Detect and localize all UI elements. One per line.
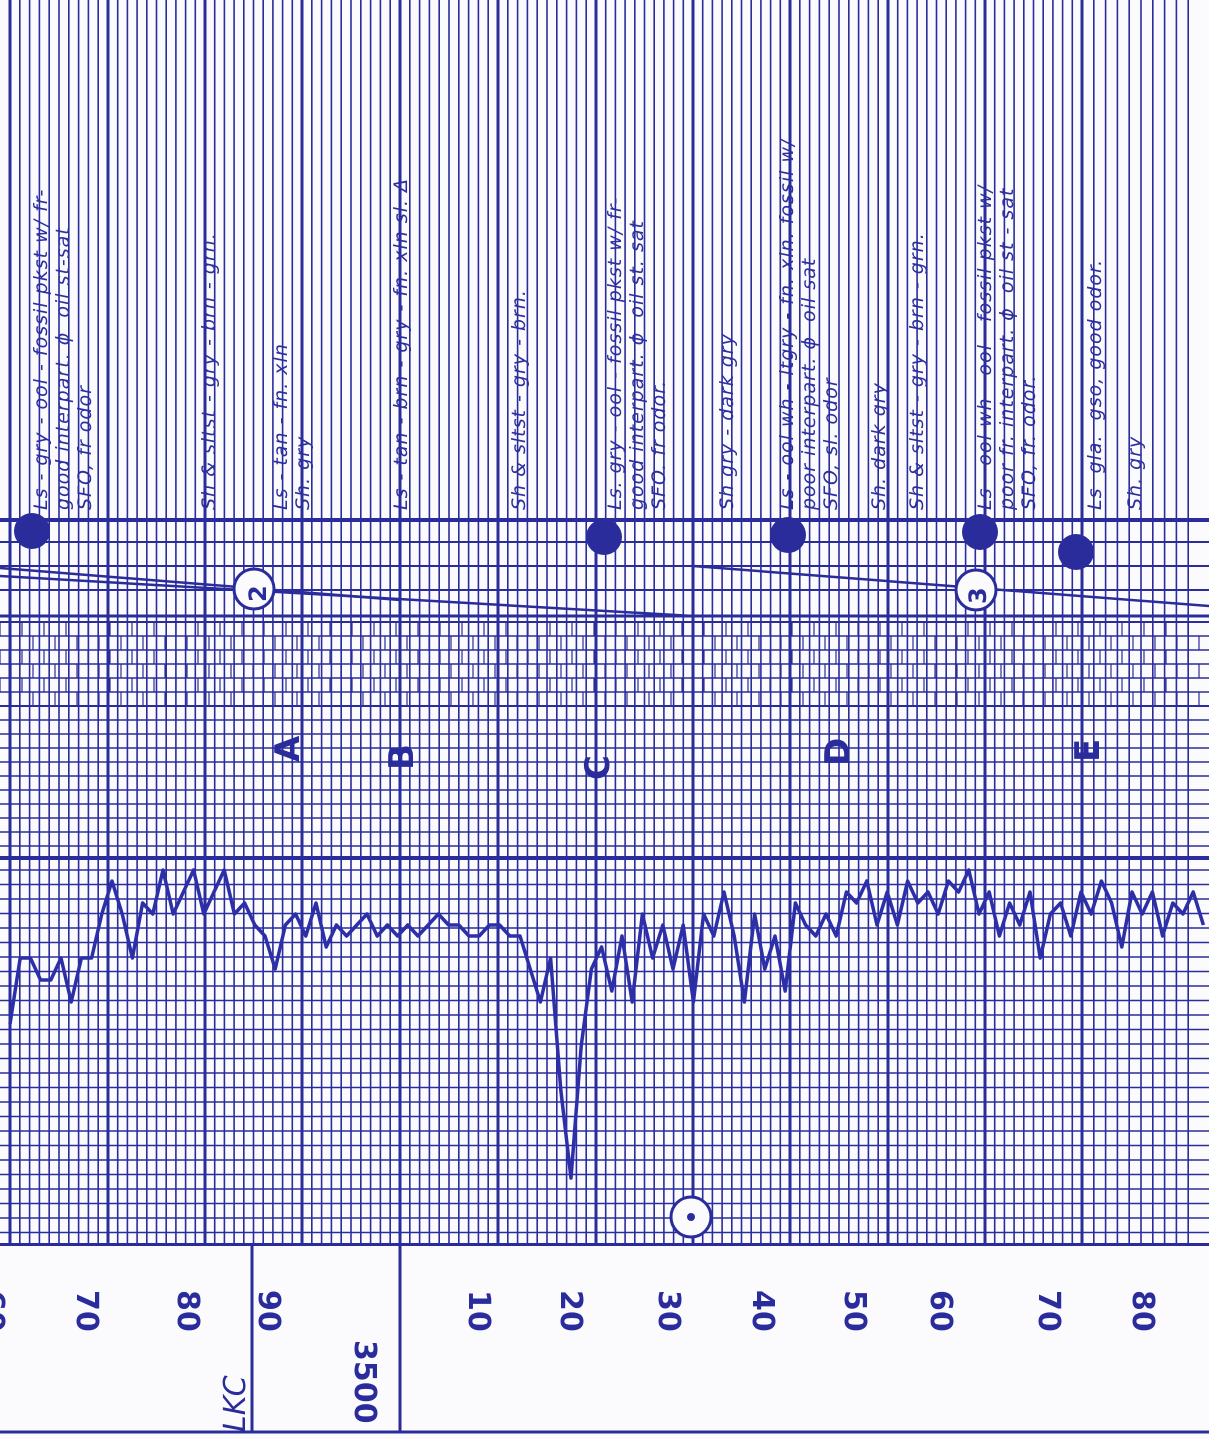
sample-number-3: 3 [964,587,992,604]
lithology-note-line: Sh & sltst - gry - brn. [508,289,530,510]
zone-marker-e: E [1068,738,1108,762]
depth-label: 90 [251,1290,286,1332]
lithology-note-line: SFO, fr. odor. [1018,374,1040,510]
zone-marker-d: D [818,737,858,766]
sample-circle [954,568,998,612]
depth-label: 3500 [347,1340,382,1424]
lithology-note: Sh & sltst - gry - brn. [508,289,530,510]
depth-label: 80 [170,1290,205,1332]
lithology-note-line: good interpart. ɸ oil st-sat [52,226,74,510]
lithology-note-line: Sh gry - dark gry [716,333,738,510]
depth-label: 80 [1125,1290,1160,1332]
lithology-note-line: Ls - tan - brn - gry - fn. xln sl. Δ [390,177,412,510]
lithology-note: Sh & sltst - gry - brn - grn. [906,232,928,510]
lithology-note: Sh gry - dark gry [716,333,738,510]
depth-label: 70 [69,1290,104,1332]
lithology-note: Ls - tan - fn. xln Sh. gry [270,343,314,510]
lithology-note-line: good interpart. ɸ oil st. sat [626,220,648,510]
lithology-note-line: SFO, sl. odor [820,377,842,510]
depth-label: 60 [923,1290,958,1332]
lithology-note-line: Ls - ool wh - ltgry - fn. xln. fossil w/ [776,138,798,510]
show-dot [770,517,806,553]
lithology-note-line: Sh. gry [292,435,314,510]
depth-label: 50 [837,1290,872,1332]
lithology-note: Sh. gry [1124,436,1146,510]
lithology-note: Ls. gry - ool - fossil pkst w/ fr-good i… [604,196,670,510]
lithology-note: Ls - tan - brn - gry - fn. xln sl. Δ [390,178,412,510]
lithology-note-line: SFO, fr odor [74,385,96,510]
lithology-note-line: SFO. fr odor. [648,379,670,510]
lithology-note: Ls gla. gso, good odor. [1084,259,1106,510]
show-dot [1058,534,1094,570]
depth-label: 40 [745,1290,780,1332]
depth-label: 70 [1031,1290,1066,1332]
show-dot [586,519,622,555]
zone-marker-b: B [382,744,422,770]
lithology-note-line: Ls - tan - fn. xln [270,343,292,510]
bottom-marker-dot [687,1213,695,1221]
depth-label: 10 [461,1290,496,1332]
lithology-note: Ls - ool wh - ool - fossil pkst w/poor f… [974,185,1040,510]
lithology-note-line: Sh & sltst - gry - brn - grn. [906,232,928,510]
lithology-note-line: Ls - gry - ool - fossil pkst w/ fr- [30,188,52,510]
gas-log-curve [8,868,1206,1180]
lithology-note-line: Ls. gry - ool - fossil pkst w/ fr- [604,196,626,510]
lithology-note-line: Ls gla. gso, good odor. [1084,258,1106,510]
show-dot [962,514,998,550]
depth-track-background [0,1246,1209,1436]
correlation-line [692,564,1209,608]
depth-label: 20 [553,1290,588,1332]
depth-label: 30 [651,1290,686,1332]
lithology-note-line: Sh. gry [1124,435,1146,510]
lithology-note: Ls - gry - ool - fossil pkst w/ fr-good … [30,189,96,510]
lithology-note-line: Sh & sltst - gry - brn - grn. [198,232,220,510]
zone-marker-a: A [268,735,308,762]
zone-marker-c: C [578,755,618,780]
lithology-note: Sh. dark gry [868,382,890,510]
lithology-note-line: Sh. dark gry [868,382,890,510]
correlation-line [0,574,694,618]
lithology-note: Ls - ool wh - ltgry - fn. xln. fossil w/… [776,139,842,510]
lithology-note-line: Ls - ool wh - ool - fossil pkst w/ [974,184,996,510]
depth-label: 60 [0,1290,10,1332]
show-dot [14,513,50,549]
lithology-note-line: poor interpart. ɸ oil sat [798,257,820,510]
sample-circle [232,567,276,611]
lithology-note: Sh & sltst - gry - brn - grn. [198,232,220,510]
lithology-note-line: poor fr. interpart. ɸ oil st - sat [996,187,1018,510]
formation-label: LKC [218,1375,253,1432]
sample-number-2: 2 [244,585,272,602]
